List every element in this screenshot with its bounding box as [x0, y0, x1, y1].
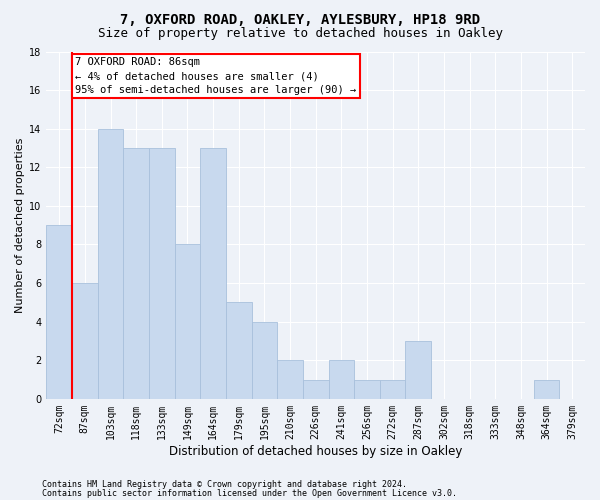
Bar: [406, 341, 431, 399]
Bar: [277, 360, 303, 399]
Bar: [72, 283, 98, 399]
Y-axis label: Number of detached properties: Number of detached properties: [15, 138, 25, 313]
Bar: [149, 148, 175, 399]
Bar: [251, 322, 277, 399]
Bar: [329, 360, 354, 399]
Text: Size of property relative to detached houses in Oakley: Size of property relative to detached ho…: [97, 28, 503, 40]
Bar: [534, 380, 559, 399]
X-axis label: Distribution of detached houses by size in Oakley: Distribution of detached houses by size …: [169, 444, 463, 458]
Bar: [98, 128, 124, 399]
Bar: [380, 380, 406, 399]
Bar: [226, 302, 251, 399]
Bar: [354, 380, 380, 399]
Text: 7, OXFORD ROAD, OAKLEY, AYLESBURY, HP18 9RD: 7, OXFORD ROAD, OAKLEY, AYLESBURY, HP18 …: [120, 12, 480, 26]
Bar: [124, 148, 149, 399]
Text: Contains HM Land Registry data © Crown copyright and database right 2024.: Contains HM Land Registry data © Crown c…: [42, 480, 407, 489]
Bar: [46, 225, 72, 399]
Text: 7 OXFORD ROAD: 86sqm
← 4% of detached houses are smaller (4)
95% of semi-detache: 7 OXFORD ROAD: 86sqm ← 4% of detached ho…: [75, 58, 356, 96]
Bar: [175, 244, 200, 399]
Bar: [200, 148, 226, 399]
Text: Contains public sector information licensed under the Open Government Licence v3: Contains public sector information licen…: [42, 489, 457, 498]
Bar: [303, 380, 329, 399]
